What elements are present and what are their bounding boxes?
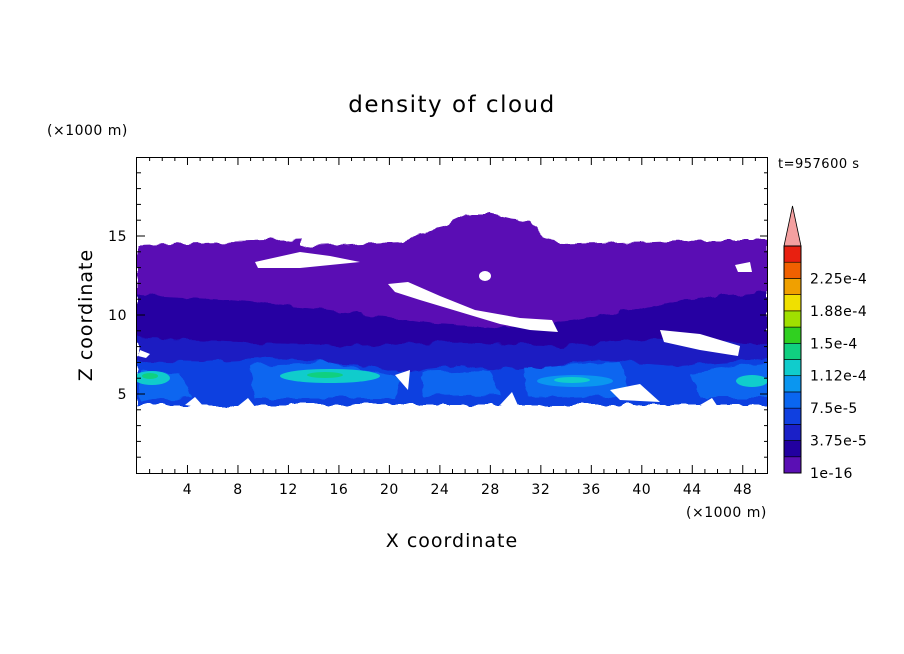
colorbar-label: 3.75e-5	[810, 434, 867, 450]
dense-core-4	[736, 375, 768, 387]
colorbar-swatch	[783, 391, 802, 409]
dense-cores	[137, 369, 768, 387]
colorbar-swatch	[783, 261, 802, 279]
colorbar-label: 1.88e-4	[810, 304, 867, 320]
y-tick-label: 15	[108, 229, 127, 245]
x-unit-label: (×1000 m)	[686, 505, 767, 521]
y-tick-label: 10	[108, 308, 127, 324]
x-tick-label: 28	[481, 482, 500, 498]
x-tick-label: 24	[430, 482, 449, 498]
colorbar-frame	[783, 245, 802, 474]
x-tick-label: 12	[279, 482, 298, 498]
colorbar-label: 7.5e-5	[810, 401, 858, 417]
colorbar-swatch	[783, 310, 802, 328]
colorbar-swatch	[783, 326, 802, 344]
x-tick-label: 40	[632, 482, 651, 498]
time-label: t=957600 s	[778, 157, 860, 172]
colorbar-swatch	[783, 456, 802, 474]
y-unit-label: (×1000 m)	[47, 123, 128, 139]
gap-upper-left	[255, 252, 360, 268]
colorbar-swatch	[783, 342, 802, 360]
y-tick-label: 5	[118, 387, 127, 403]
dense-core-1-peak	[142, 373, 158, 379]
gap-right-b	[735, 262, 752, 272]
chart-title: density of cloud	[348, 92, 555, 118]
dense-core-2-peak	[307, 372, 343, 378]
colorbar-swatch	[783, 440, 802, 458]
colorbar-swatch	[783, 424, 802, 441]
colorbar-label: 1e-16	[810, 466, 853, 482]
x-tick-label: 20	[380, 482, 399, 498]
colorbar: 1e-16 3.75e-5 7.5e-5 1.12e-4 1.5e-4 1.88e-4 2.…	[783, 205, 867, 482]
x-axis-label: X coordinate	[386, 530, 518, 552]
colorbar-extend-arrow	[783, 205, 802, 247]
colorbar-swatch	[783, 407, 802, 425]
x-tick-label: 48	[733, 482, 752, 498]
colorbar-label: 2.25e-4	[810, 271, 867, 287]
contour-field	[137, 214, 768, 410]
colorbar-swatch	[783, 245, 802, 263]
gap-diagonal	[388, 282, 558, 332]
x-tick-label: 36	[582, 482, 601, 498]
x-tick-marks: 4 8 12 16 20 24 28 32 36 40 44 48	[149, 157, 756, 498]
colorbar-swatch	[783, 294, 802, 312]
colorbar-swatch	[783, 359, 802, 377]
x-tick-label: 44	[683, 482, 702, 498]
gap-right-a	[660, 330, 740, 356]
colorbar-swatch	[783, 278, 802, 295]
x-tick-label: 8	[233, 482, 242, 498]
gap-mid	[138, 350, 660, 402]
y-tick-marks: 5 10 15	[108, 172, 768, 458]
colorbar-label: 1.5e-4	[810, 336, 858, 352]
y-axis-label: Z coordinate	[75, 249, 97, 381]
x-tick-label: 16	[330, 482, 349, 498]
x-tick-label: 4	[183, 482, 192, 498]
cloud-free-gaps	[138, 252, 752, 410]
gap-small	[479, 271, 491, 281]
colorbar-swatch	[783, 375, 802, 393]
x-tick-label: 32	[531, 482, 550, 498]
dense-core-3-inner	[554, 377, 590, 383]
colorbar-label: 1.12e-4	[810, 369, 867, 385]
